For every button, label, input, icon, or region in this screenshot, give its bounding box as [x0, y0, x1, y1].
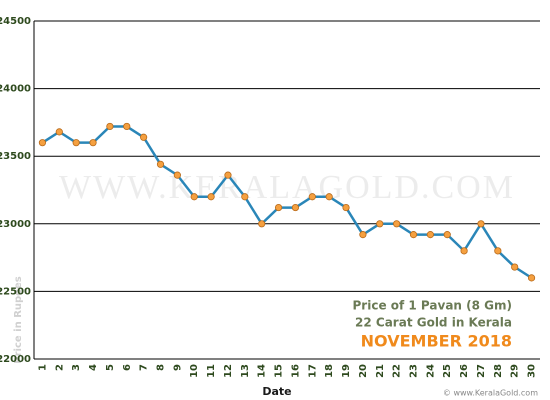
marker: [342, 203, 350, 212]
x-tick-label: 15: [274, 364, 285, 378]
marker: [123, 122, 131, 131]
x-tick-label: 25: [442, 364, 453, 378]
x-tick-label: 20: [358, 364, 369, 378]
marker: [106, 122, 114, 131]
marker: [55, 128, 63, 136]
x-tick-label: 14: [257, 364, 268, 378]
x-tick-label: 28: [493, 364, 504, 378]
x-tick-label: 9: [172, 364, 183, 371]
x-tick-label: 17: [307, 364, 318, 378]
marker: [494, 247, 502, 255]
y-tick-label: 24500: [0, 16, 31, 27]
marker: [460, 247, 468, 255]
x-tick-label: 7: [139, 364, 150, 371]
annotation: Price of 1 Pavan (8 Gm): [353, 299, 513, 313]
marker: [393, 220, 401, 228]
x-tick-label: 18: [324, 364, 335, 378]
x-tick-label: 26: [459, 364, 470, 378]
marker: [308, 193, 316, 201]
annotation: 22 Carat Gold in Kerala: [355, 316, 512, 330]
x-tick-label: 27: [476, 364, 487, 378]
marker: [89, 139, 97, 147]
marker: [156, 160, 165, 168]
marker: [140, 133, 148, 141]
x-tick-label: 12: [223, 364, 234, 378]
x-tick-label: 22: [392, 364, 403, 378]
marker: [359, 231, 367, 239]
x-tick-label: 10: [189, 364, 200, 378]
marker: [224, 171, 232, 179]
marker: [190, 193, 198, 201]
x-tick-label: 1: [37, 364, 48, 371]
marker: [477, 220, 485, 228]
x-tick-label: 5: [105, 364, 116, 371]
marker: [527, 274, 536, 282]
marker: [207, 193, 215, 201]
marker: [376, 220, 384, 228]
credit: © www.KeralaGold.com: [443, 389, 538, 398]
y-axis-label: Price in Rupees: [13, 276, 24, 363]
marker: [72, 139, 80, 147]
x-axis-label: Date: [262, 385, 291, 398]
marker: [258, 220, 266, 228]
annotation: NOVEMBER 2018: [361, 332, 512, 351]
y-tick-label: 22000: [0, 354, 31, 365]
x-tick-label: 23: [409, 364, 420, 378]
x-tick-label: 13: [240, 364, 251, 378]
marker: [511, 263, 519, 271]
marker: [38, 139, 47, 147]
marker: [426, 231, 434, 239]
y-tick-label: 24000: [0, 84, 31, 95]
x-tick-label: 2: [54, 364, 65, 371]
marker: [173, 171, 181, 179]
marker: [291, 203, 300, 212]
x-tick-label: 16: [290, 364, 301, 378]
x-tick-label: 4: [88, 364, 99, 371]
marker: [443, 231, 451, 239]
x-tick-label: 11: [206, 364, 217, 378]
x-tick-label: 3: [71, 364, 82, 371]
watermark: WWW.KERALAGOLD.COM: [59, 169, 515, 206]
x-tick-label: 30: [527, 364, 538, 378]
marker: [409, 231, 418, 239]
y-tick-label: 22500: [0, 286, 31, 297]
x-tick-label: 21: [375, 364, 386, 378]
x-tick-label: 29: [510, 364, 521, 378]
x-tick-label: 8: [156, 364, 167, 371]
y-tick-label: 23000: [0, 219, 31, 230]
x-tick-label: 19: [341, 364, 352, 378]
marker: [241, 193, 249, 201]
x-tick-label: 24: [425, 364, 436, 378]
x-tick-label: 6: [122, 364, 133, 371]
marker: [325, 193, 333, 201]
y-tick-label: 23500: [0, 151, 31, 162]
marker: [274, 203, 283, 212]
